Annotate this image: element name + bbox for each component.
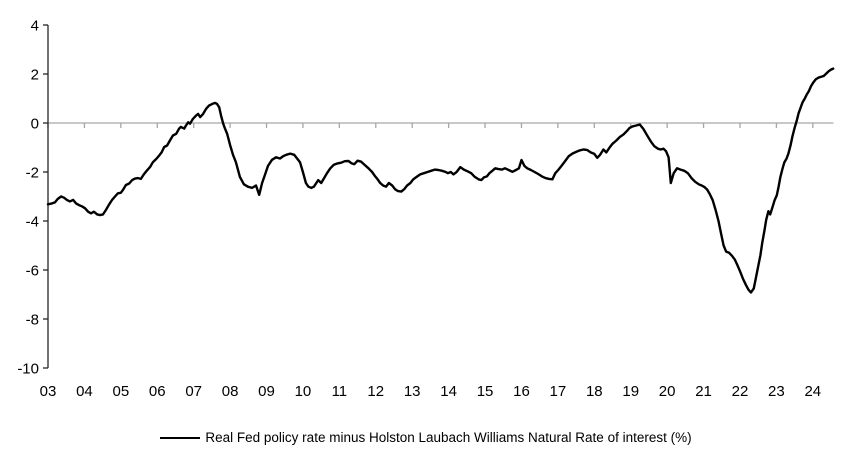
x-tick-label: 16 [513, 383, 530, 400]
data-series-line [46, 67, 835, 294]
x-tick-label: 09 [258, 383, 275, 400]
y-tick-label: 0 [31, 116, 39, 133]
x-tick-label: 19 [622, 383, 639, 400]
x-tick-label: 21 [695, 383, 712, 400]
x-tick-label: 18 [586, 383, 603, 400]
y-tick-label: -8 [26, 312, 39, 329]
legend-label: Real Fed policy rate minus Holston Lauba… [205, 430, 692, 445]
x-tick-label: 24 [804, 383, 821, 400]
x-tick-label: 10 [295, 383, 312, 400]
x-tick-label: 15 [477, 383, 494, 400]
x-tick-label: 14 [440, 383, 457, 400]
y-tick-label: -6 [26, 263, 39, 280]
legend: Real Fed policy rate minus Holston Lauba… [0, 430, 852, 445]
legend-line-sample [160, 436, 201, 439]
x-tick-label: 22 [732, 383, 749, 400]
x-tick-label: 11 [332, 383, 348, 400]
x-tick-label: 04 [76, 383, 93, 400]
x-tick-label: 13 [404, 383, 421, 400]
y-tick-label: -4 [26, 214, 39, 231]
x-tick-label: 07 [185, 383, 202, 400]
x-tick-label: 06 [149, 383, 166, 400]
x-tick-label: 17 [550, 383, 567, 400]
x-tick-label: 03 [40, 383, 57, 400]
y-tick-label: -2 [26, 165, 39, 182]
x-tick-label: 23 [768, 383, 785, 400]
y-tick-label: 2 [31, 67, 39, 84]
x-tick-label: 12 [367, 383, 384, 400]
y-tick-label: -10 [17, 361, 39, 378]
y-tick-label: 4 [31, 18, 39, 35]
x-tick-label: 20 [659, 383, 676, 400]
x-tick-label: 05 [112, 383, 129, 400]
x-tick-label: 08 [222, 383, 239, 400]
